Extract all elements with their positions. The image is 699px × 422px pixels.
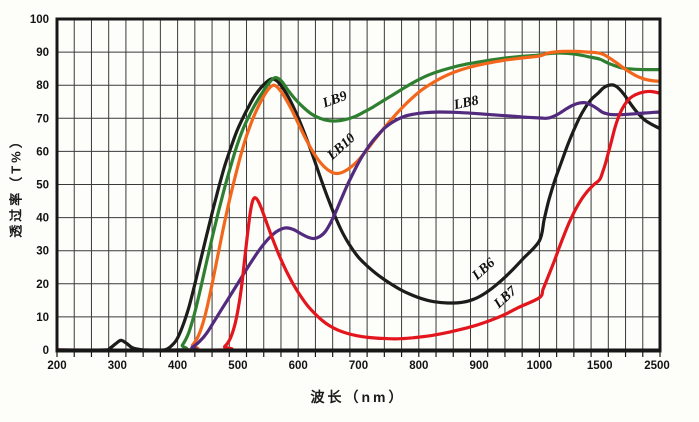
x-tick-label: 900: [470, 360, 489, 372]
x-tick-label: 600: [289, 360, 308, 372]
y-tick-label: 80: [36, 80, 49, 92]
curve-LB9: [56, 51, 661, 351]
grid: [57, 19, 660, 350]
y-tick-label: 60: [36, 146, 49, 158]
x-tick-label: 500: [228, 360, 247, 372]
x-tick-label: 1000: [527, 360, 553, 372]
curve-label-LB8: LB8: [452, 93, 480, 113]
y-tick-label: 10: [36, 312, 49, 324]
x-minor-ticks: [56, 352, 661, 357]
x-tick-label: 300: [108, 360, 127, 372]
curve-LB7: [56, 89, 661, 351]
x-tick-label: 800: [409, 360, 428, 372]
y-tick-label: 90: [36, 47, 49, 59]
x-tick-label: 700: [349, 360, 368, 372]
y-tick-label: 0: [43, 345, 49, 357]
y-tick-label: 50: [36, 180, 49, 192]
curves: [56, 49, 661, 351]
x-tick-label: 2500: [644, 360, 670, 372]
curve-label-LB10: LB10: [324, 131, 358, 164]
x-tick-label: 400: [168, 360, 187, 372]
curve-LB10: [56, 49, 661, 351]
y-tick-label: 40: [36, 213, 49, 225]
curve-LB6: [56, 77, 661, 351]
x-axis-title: 波长（nm）: [310, 389, 406, 405]
curve-label-LB9: LB9: [320, 89, 349, 112]
y-axis-title: 透过率（T%）: [8, 132, 24, 238]
x-tick-label: 200: [47, 360, 66, 372]
y-tick-label: 70: [36, 113, 49, 125]
y-tick-label: 30: [36, 246, 49, 258]
x-tick-label: 1500: [587, 360, 613, 372]
curve-label-LB6: LB6: [469, 256, 498, 284]
tick-labels: 200 300 400 500 600 700 800 900 1000 1500 2500 0 10 2…: [30, 14, 670, 372]
curve-LB8: [56, 100, 661, 351]
y-tick-label: 100: [30, 14, 49, 26]
y-tick-label: 20: [36, 279, 49, 291]
